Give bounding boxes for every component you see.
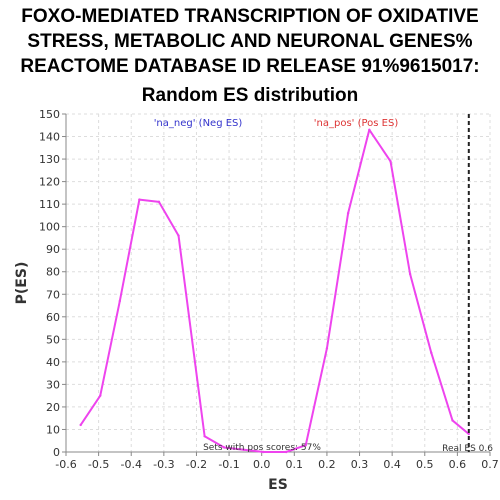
- title-line-1: FOXO-MEDIATED TRANSCRIPTION OF OXIDATIVE: [21, 6, 478, 27]
- y-tick-label-0: 0: [53, 446, 60, 459]
- y-tick-label-8: 80: [46, 266, 60, 279]
- x-tick-label-9: 0.3: [351, 458, 369, 471]
- x-tick-label-12: 0.6: [449, 458, 467, 471]
- y-axis-ticks: 0 10 20 30 40 50 60 70 80 90 100 110 120 130 140 150: [39, 108, 66, 459]
- x-axis-label: ES: [268, 477, 288, 493]
- y-tick-label-7: 70: [46, 288, 60, 301]
- legend-neg-es: 'na_neg' (Neg ES): [154, 118, 243, 129]
- data-point-0-13: [346, 211, 350, 215]
- data-points: [79, 128, 470, 454]
- data-point-0-3: [138, 198, 141, 201]
- es-series-line-0: [79, 128, 470, 453]
- plot-area: [66, 114, 490, 452]
- data-point-0-2: [118, 299, 122, 303]
- y-tick-label-1: 10: [46, 423, 60, 436]
- data-point-0-12: [325, 347, 329, 350]
- data-point-0-18: [451, 419, 454, 422]
- y-tick-label-12: 120: [39, 176, 60, 189]
- y-tick-label-3: 30: [46, 378, 60, 391]
- data-point-0-17: [430, 351, 433, 355]
- y-axis-label: P(ES): [14, 262, 30, 305]
- x-tick-label-13: 0.7: [481, 458, 499, 471]
- data-point-0-0: [79, 423, 82, 427]
- x-tick-label-7: 0.1: [286, 458, 304, 471]
- x-tick-label-2: -0.4: [120, 458, 141, 471]
- data-point-0-14: [368, 128, 371, 131]
- real-es-label: Real ES 0.6: [442, 444, 493, 454]
- data-point-0-4: [157, 200, 161, 204]
- data-point-0-15: [389, 160, 392, 163]
- data-point-0-11: [304, 444, 307, 447]
- y-tick-label-10: 100: [39, 221, 60, 234]
- x-axis-ticks: -0.6 -0.5 -0.4 -0.3 -0.2 -0.1 0.0 0.1 0.2 0.3 0.4 0…: [55, 452, 499, 471]
- pos-scores-annotation: Sets with pos scores: 57%: [203, 443, 321, 453]
- x-tick-label-4: -0.2: [186, 458, 207, 471]
- x-tick-label-10: 0.4: [383, 458, 401, 471]
- y-tick-label-14: 140: [39, 131, 60, 144]
- legend-pos-es: 'na_pos' (Pos ES): [314, 118, 399, 129]
- y-tick-label-2: 20: [46, 401, 60, 414]
- x-tick-label-1: -0.5: [88, 458, 109, 471]
- grid-lines: [65, 113, 491, 453]
- y-tick-label-13: 130: [39, 153, 60, 166]
- x-tick-label-6: 0.0: [253, 458, 271, 471]
- x-tick-label-11: 0.5: [416, 458, 434, 471]
- x-tick-label-8: 0.2: [318, 458, 336, 471]
- x-tick-label-3: -0.3: [153, 458, 174, 471]
- data-point-0-19: [467, 432, 470, 436]
- data-point-0-1: [99, 394, 102, 397]
- data-point-0-5: [177, 234, 180, 237]
- title-line-4: Random ES distribution: [142, 85, 358, 106]
- data-point-0-16: [408, 272, 412, 276]
- y-tick-label-9: 90: [46, 243, 60, 256]
- title-line-3: REACTOME DATABASE ID RELEASE 91%9615017:: [20, 56, 479, 77]
- x-tick-label-5: -0.1: [218, 458, 239, 471]
- data-point-0-8: [242, 448, 245, 451]
- x-tick-label-0: -0.6: [55, 458, 76, 471]
- y-tick-label-15: 150: [39, 108, 60, 121]
- y-tick-label-5: 50: [46, 333, 60, 346]
- data-point-0-10: [284, 450, 288, 454]
- title-line-2: STRESS, METABOLIC AND NEURONAL GENES%: [27, 31, 472, 52]
- data-point-0-9: [262, 450, 265, 454]
- data-point-0-7: [222, 446, 226, 449]
- chart-title: FOXO-MEDIATED TRANSCRIPTION OF OXIDATIVE…: [20, 6, 479, 106]
- data-point-0-6: [203, 435, 206, 438]
- series-layer: [79, 128, 470, 453]
- y-tick-label-4: 40: [46, 356, 60, 369]
- y-tick-label-6: 60: [46, 311, 60, 324]
- y-tick-label-11: 110: [39, 198, 60, 211]
